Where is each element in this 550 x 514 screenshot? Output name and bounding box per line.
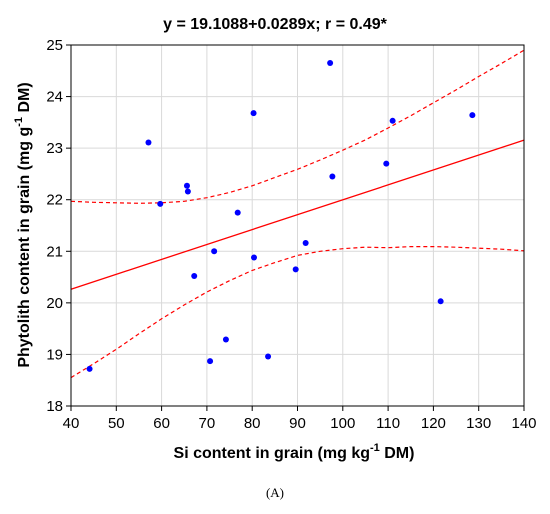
- data-point: [383, 160, 390, 167]
- x-tick-label: 140: [511, 415, 536, 432]
- x-tick-label: 90: [289, 415, 306, 432]
- data-point: [207, 358, 214, 365]
- y-tick-label: 19: [46, 346, 63, 363]
- x-axis-label: Si content in grain (mg kg-1 DM): [174, 442, 415, 462]
- data-points: [86, 60, 476, 372]
- x-tick-label: 100: [330, 415, 355, 432]
- x-axis-label-main: Si content in grain (mg kg: [174, 445, 370, 462]
- y-tick-label: 21: [46, 243, 63, 260]
- data-point: [469, 112, 476, 119]
- data-point: [292, 266, 299, 273]
- data-point: [157, 200, 164, 207]
- data-point: [86, 365, 93, 372]
- data-point: [234, 209, 241, 216]
- y-tick-label: 18: [46, 398, 63, 415]
- data-point: [183, 182, 190, 189]
- data-point: [250, 110, 257, 117]
- data-point: [184, 188, 191, 195]
- x-tick-label: 110: [376, 415, 400, 432]
- data-point: [211, 248, 218, 255]
- y-axis-label-exponent: -1: [13, 117, 25, 127]
- y-tick-label: 24: [46, 89, 63, 106]
- y-axis-label: Phytolith content in grain (mg g-1 DM): [13, 82, 33, 367]
- y-tick-label: 23: [46, 140, 63, 157]
- data-point: [302, 240, 309, 247]
- y-tick-label: 25: [46, 37, 63, 54]
- plot-area: [70, 44, 525, 407]
- x-axis-label-exponent: -1: [370, 442, 380, 454]
- x-tick-label: 80: [244, 415, 261, 432]
- chart-title: y = 19.1088+0.0289x; r = 0.49*: [163, 16, 388, 33]
- x-tick-label: 70: [199, 415, 216, 432]
- x-axis-label-unit: DM): [380, 445, 415, 462]
- confidence-band-upper: [70, 49, 525, 204]
- x-tick-label: 60: [153, 415, 170, 432]
- x-tick-label: 120: [421, 415, 446, 432]
- regression-line: [70, 139, 525, 290]
- data-point: [251, 254, 258, 261]
- x-axis-ticks: 40 50 60 70 80 90 100 110 120 130 140: [63, 406, 537, 432]
- data-point: [191, 273, 198, 280]
- x-tick-label: 40: [63, 415, 80, 432]
- y-tick-label: 22: [46, 192, 63, 209]
- y-axis-label-main: Phytolith content in grain (mg g: [16, 127, 33, 368]
- y-axis-label-unit: DM): [16, 82, 33, 117]
- data-point: [265, 353, 272, 360]
- x-tick-label: 130: [466, 415, 491, 432]
- data-point: [327, 60, 334, 67]
- data-point: [145, 139, 152, 146]
- panel-label: (A): [266, 485, 284, 500]
- y-axis-ticks: 18 19 20 21 22 23 24 25: [46, 37, 71, 415]
- x-tick-label: 50: [108, 415, 125, 432]
- data-point: [222, 336, 229, 343]
- y-tick-label: 20: [46, 295, 63, 312]
- data-point: [329, 173, 336, 180]
- data-point: [389, 117, 396, 124]
- data-point: [437, 298, 444, 305]
